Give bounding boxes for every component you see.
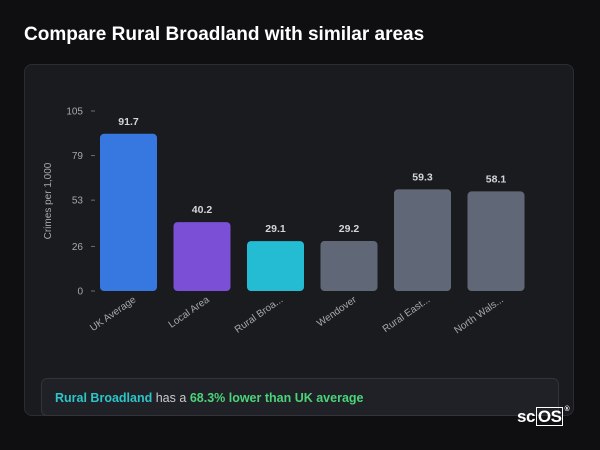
bar-value-label: 29.2 [339,223,360,235]
summary-middle: has a [155,391,187,405]
bar [100,133,157,291]
bar-value-label: 91.7 [118,116,139,128]
bar [173,222,231,291]
scos-logo: sc OS ® [517,406,570,427]
chart-card: 0 26 53 79 105 Crimes per 1,000 91.7 UK Average… [24,64,574,416]
bar-value-label: 59.3 [412,171,433,183]
page-title: Compare Rural Broadland with similar are… [24,24,425,45]
bar [247,241,304,291]
y-tick-label: 0 [77,287,83,298]
y-tick-label: 53 [72,196,84,207]
x-tick-label: Rural East... [381,294,432,335]
x-tick-label: Wendover [315,294,359,329]
bar [320,240,378,291]
summary-area: Rural Broadland [55,391,153,405]
summary-highlight: 68.3% lower than UK average [189,391,364,405]
x-tick-label: UK Average [88,294,138,334]
y-tick-label: 105 [66,107,83,118]
bar-value-label: 29.1 [265,223,286,235]
y-axis-label: Crimes per 1,000 [43,162,54,239]
logo-text-boxed: OS [535,407,564,426]
bar [394,189,451,291]
bar-value-label: 40.2 [192,204,213,216]
bar [467,191,525,291]
x-tick-label: Local Area [167,294,212,330]
bar-chart: 0 26 53 79 105 Crimes per 1,000 91.7 UK Average… [43,107,525,336]
logo-text-plain: sc [517,407,535,426]
x-tick-label: North Wals... [452,294,505,336]
x-tick-label: Rural Broa... [233,294,285,335]
bar-value-label: 58.1 [486,173,507,185]
summary-banner: Rural Broadland has a 68.3% lower than U… [41,378,559,416]
y-tick-label: 79 [72,151,84,162]
logo-reg-mark: ® [564,406,570,413]
y-tick-label: 26 [72,242,84,253]
